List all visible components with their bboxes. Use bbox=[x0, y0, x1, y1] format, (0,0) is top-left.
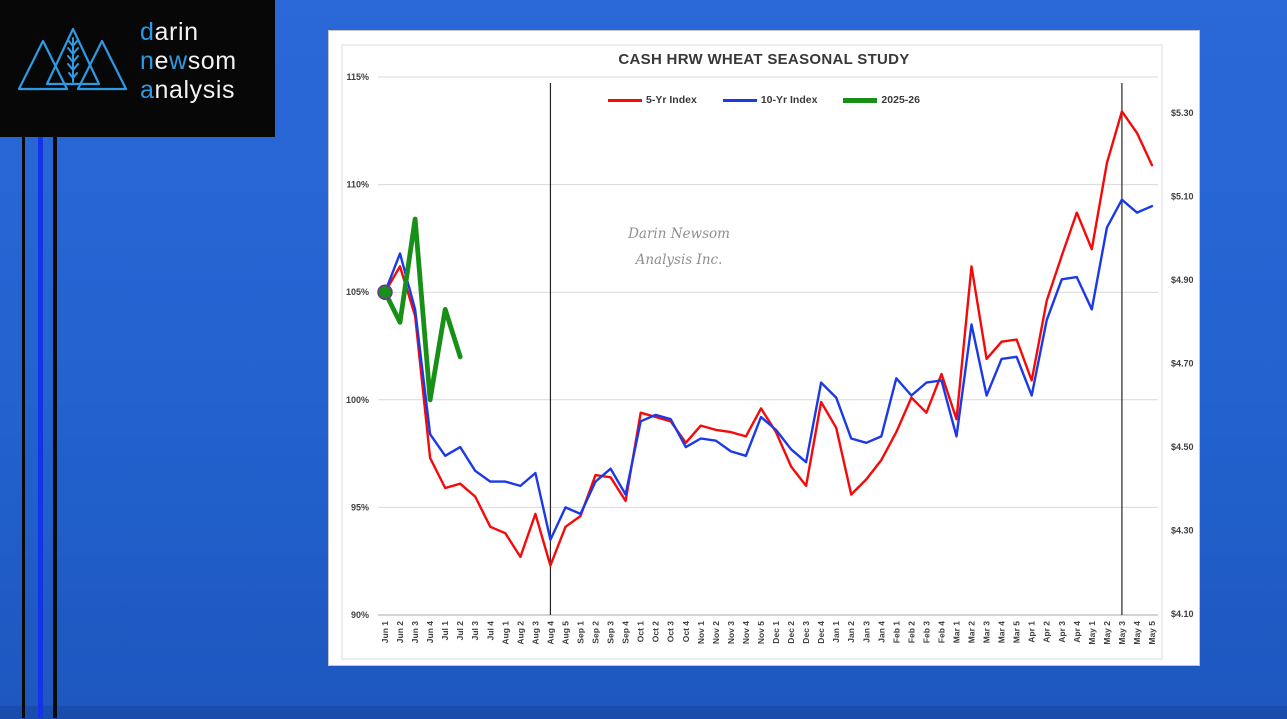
legend-label: 2025-26 bbox=[881, 94, 920, 106]
svg-text:May 2: May 2 bbox=[1102, 621, 1112, 645]
svg-text:Dec 3: Dec 3 bbox=[801, 621, 811, 644]
svg-text:$5.30: $5.30 bbox=[1171, 108, 1194, 118]
svg-text:May 1: May 1 bbox=[1087, 621, 1097, 645]
svg-text:May 5: May 5 bbox=[1147, 621, 1157, 645]
watermark-line-2: Analysis Inc. bbox=[635, 252, 723, 268]
svg-text:100%: 100% bbox=[346, 395, 369, 405]
svg-text:Sep 1: Sep 1 bbox=[576, 621, 586, 644]
svg-text:110%: 110% bbox=[346, 180, 369, 190]
legend-item-2025-26: 2025-26 bbox=[843, 94, 920, 106]
svg-text:Sep 2: Sep 2 bbox=[591, 621, 601, 644]
legend-label: 5-Yr Index bbox=[646, 94, 697, 106]
svg-text:May 3: May 3 bbox=[1117, 621, 1127, 645]
svg-text:Apr 2: Apr 2 bbox=[1042, 621, 1052, 643]
decor-stripe-blue bbox=[38, 137, 43, 718]
svg-text:Jun 2: Jun 2 bbox=[395, 621, 405, 643]
legend-swatch-icon bbox=[843, 97, 878, 103]
svg-text:Aug 3: Aug 3 bbox=[530, 621, 540, 645]
svg-text:Dec 4: Dec 4 bbox=[816, 621, 826, 644]
svg-text:Nov 4: Nov 4 bbox=[741, 621, 751, 644]
svg-text:Oct 1: Oct 1 bbox=[636, 621, 646, 643]
decor-stripe-black-2 bbox=[53, 137, 57, 718]
svg-text:Jan 2: Jan 2 bbox=[846, 621, 856, 643]
svg-text:$4.90: $4.90 bbox=[1171, 275, 1194, 285]
decor-stripe-black-1 bbox=[22, 137, 25, 718]
svg-text:Jul 1: Jul 1 bbox=[440, 621, 450, 641]
svg-text:Jun 1: Jun 1 bbox=[380, 621, 390, 643]
svg-text:Dec 2: Dec 2 bbox=[786, 621, 796, 644]
svg-text:Oct 3: Oct 3 bbox=[666, 621, 676, 643]
brand-wordmark: darin newsom analysis bbox=[140, 18, 237, 104]
svg-text:$4.10: $4.10 bbox=[1171, 609, 1194, 619]
svg-text:Jun 3: Jun 3 bbox=[410, 621, 420, 643]
svg-text:Feb 4: Feb 4 bbox=[936, 621, 946, 643]
svg-text:Nov 3: Nov 3 bbox=[726, 621, 736, 644]
svg-text:Jun 4: Jun 4 bbox=[425, 621, 435, 643]
svg-text:Jan 1: Jan 1 bbox=[831, 621, 841, 643]
svg-text:Aug 2: Aug 2 bbox=[515, 621, 525, 645]
svg-text:Nov 2: Nov 2 bbox=[711, 621, 721, 644]
svg-text:Dec 1: Dec 1 bbox=[771, 621, 781, 644]
svg-text:Oct 4: Oct 4 bbox=[681, 621, 691, 643]
legend-swatch-icon bbox=[722, 98, 757, 102]
chart-panel: CASH HRW WHEAT SEASONAL STUDY 5-Yr Index… bbox=[328, 30, 1200, 666]
triangles-wheat-icon bbox=[17, 27, 128, 91]
svg-text:$4.30: $4.30 bbox=[1171, 526, 1194, 536]
svg-text:Mar 4: Mar 4 bbox=[997, 621, 1007, 643]
svg-text:Apr 1: Apr 1 bbox=[1027, 621, 1037, 643]
svg-text:Oct 2: Oct 2 bbox=[651, 621, 661, 643]
svg-text:Aug 4: Aug 4 bbox=[545, 621, 555, 645]
watermark-line-1: Darin Newsom bbox=[628, 226, 730, 242]
legend-item-10-yr-index: 10-Yr Index bbox=[722, 94, 818, 106]
svg-text:Apr 3: Apr 3 bbox=[1057, 621, 1067, 643]
svg-text:Jan 3: Jan 3 bbox=[861, 621, 871, 643]
svg-text:90%: 90% bbox=[351, 610, 369, 620]
brand-logo: darin newsom analysis bbox=[0, 0, 275, 137]
legend-swatch-icon bbox=[608, 98, 643, 102]
svg-text:Feb 3: Feb 3 bbox=[921, 621, 931, 643]
svg-text:Jul 4: Jul 4 bbox=[485, 621, 495, 641]
svg-text:Feb 2: Feb 2 bbox=[906, 621, 916, 643]
svg-text:Aug 5: Aug 5 bbox=[560, 621, 570, 645]
svg-text:Mar 3: Mar 3 bbox=[982, 621, 992, 643]
svg-text:Feb 1: Feb 1 bbox=[891, 621, 901, 643]
svg-text:$5.10: $5.10 bbox=[1171, 192, 1194, 202]
svg-text:Apr 4: Apr 4 bbox=[1072, 621, 1082, 643]
legend-label: 10-Yr Index bbox=[760, 94, 818, 106]
svg-text:115%: 115% bbox=[346, 72, 369, 82]
svg-text:Jul 3: Jul 3 bbox=[470, 621, 480, 641]
svg-text:Sep 3: Sep 3 bbox=[606, 621, 616, 644]
svg-text:Nov 5: Nov 5 bbox=[756, 621, 766, 644]
svg-text:$4.70: $4.70 bbox=[1171, 359, 1194, 369]
bottom-band bbox=[0, 706, 1287, 719]
svg-text:Mar 2: Mar 2 bbox=[967, 621, 977, 643]
svg-text:Mar 5: Mar 5 bbox=[1012, 621, 1022, 643]
svg-text:Sep 4: Sep 4 bbox=[621, 621, 631, 644]
svg-text:May 4: May 4 bbox=[1132, 621, 1142, 645]
svg-text:95%: 95% bbox=[351, 502, 369, 512]
chart-title: CASH HRW WHEAT SEASONAL STUDY bbox=[618, 51, 910, 68]
svg-text:Jan 4: Jan 4 bbox=[876, 621, 886, 643]
svg-text:Aug 1: Aug 1 bbox=[500, 621, 510, 645]
legend-item-5-yr-index: 5-Yr Index bbox=[608, 94, 697, 106]
svg-text:Nov 1: Nov 1 bbox=[696, 621, 706, 644]
svg-text:Mar 1: Mar 1 bbox=[951, 621, 961, 643]
chart-legend: 5-Yr Index 10-Yr Index 2025-26 bbox=[329, 94, 1199, 106]
svg-text:$4.50: $4.50 bbox=[1171, 442, 1194, 452]
watermark: Darin Newsom Analysis Inc. bbox=[594, 221, 764, 273]
seasonal-line-chart: 115% 110% 105% 100% 95% 90% $5.30 $5.10 $4.90 $4.… bbox=[341, 44, 1194, 660]
svg-text:105%: 105% bbox=[346, 287, 369, 297]
svg-text:Jul 2: Jul 2 bbox=[455, 621, 465, 641]
